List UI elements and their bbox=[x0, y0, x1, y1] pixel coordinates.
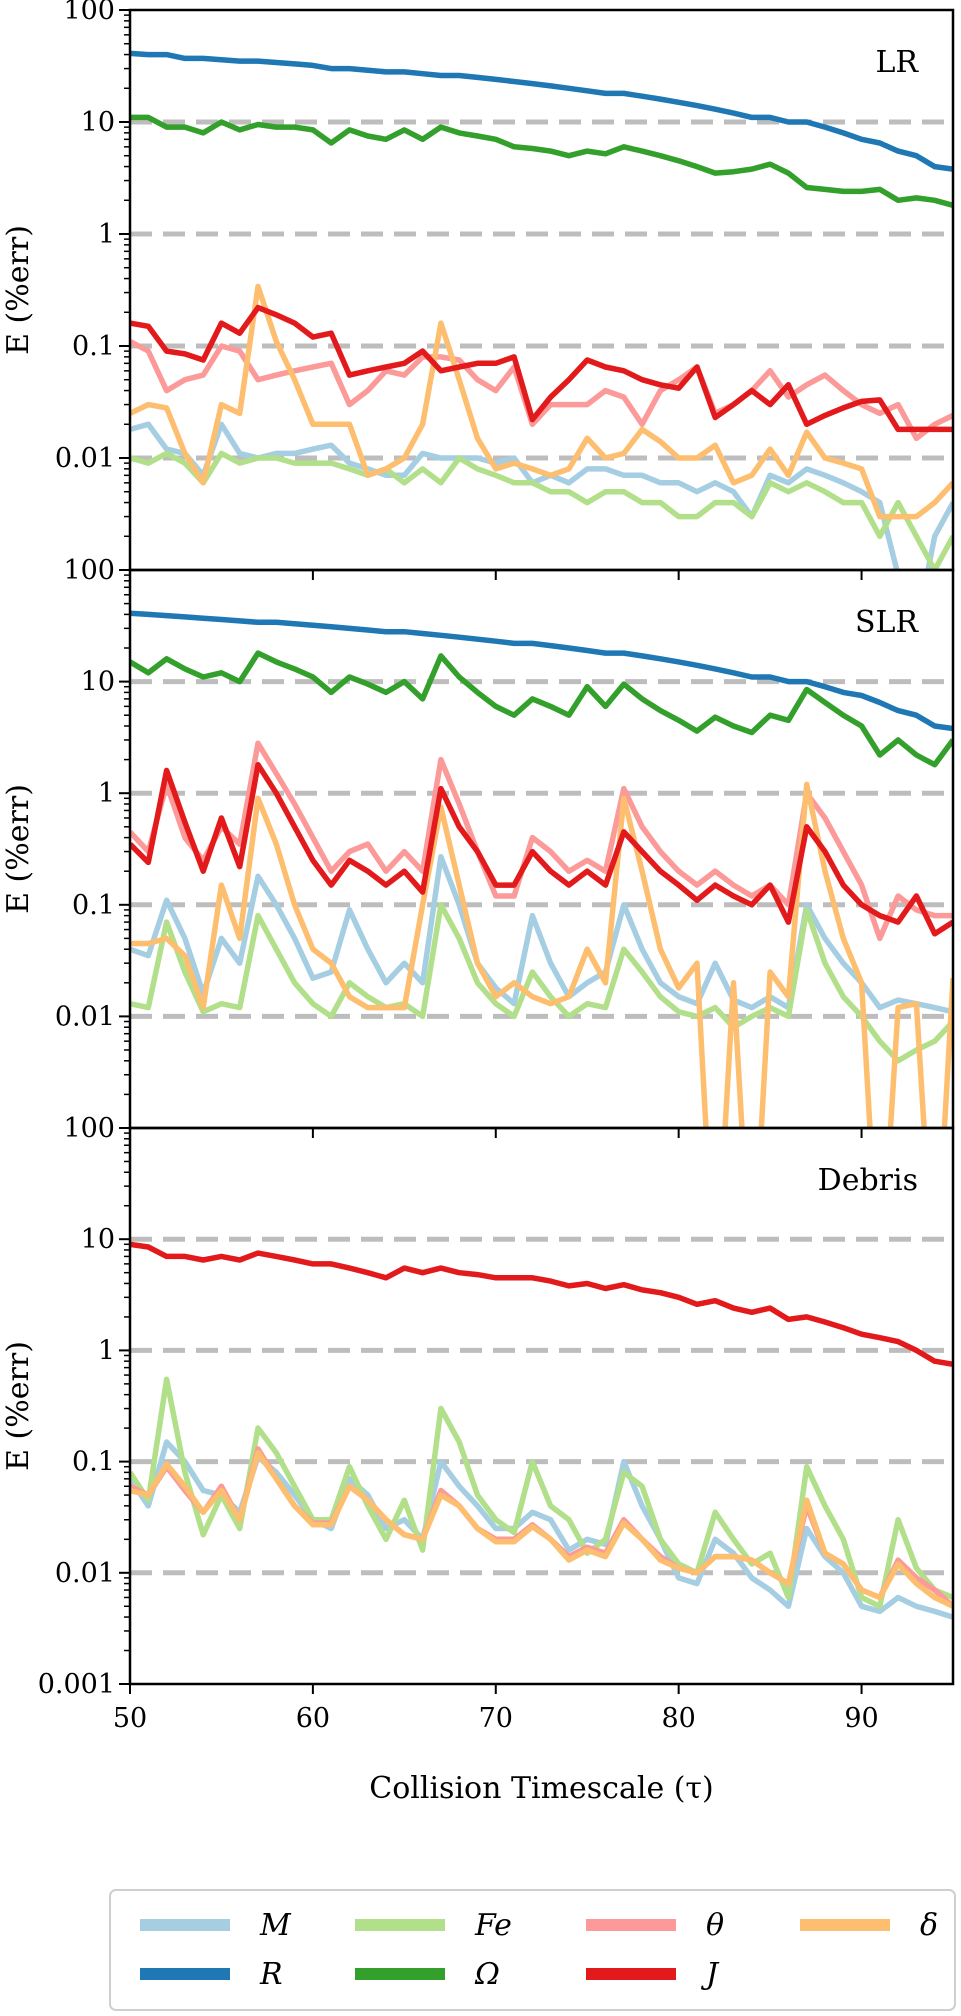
y-tick-label: 0.1 bbox=[72, 890, 115, 921]
plot-frame bbox=[128, 1126, 955, 1686]
series-line-m bbox=[130, 853, 953, 1015]
legend-box bbox=[109, 1889, 956, 2011]
series-line-j bbox=[130, 304, 953, 433]
x-tick-label: 80 bbox=[661, 1703, 695, 1734]
series-line-fe bbox=[130, 1376, 953, 1610]
panel-label: Debris bbox=[818, 1163, 918, 1198]
y-axis-label: E (%err) bbox=[1, 225, 36, 355]
y-axis-label: E (%err) bbox=[1, 1341, 36, 1471]
x-tick-label: 90 bbox=[844, 1703, 878, 1734]
y-tick-label: 0.01 bbox=[55, 443, 115, 474]
y-axis-label: E (%err) bbox=[1, 784, 36, 914]
x-tick-label: 60 bbox=[296, 1703, 330, 1734]
legend-label-fe: Fe bbox=[474, 1908, 512, 1943]
series-line-j bbox=[130, 1241, 953, 1368]
series-line-theta bbox=[130, 338, 953, 442]
panel-label: SLR bbox=[855, 605, 919, 640]
y-tick-label: 1 bbox=[98, 778, 115, 809]
series-line-r bbox=[130, 610, 953, 732]
series-line-r bbox=[130, 50, 953, 172]
series-line-delta bbox=[130, 781, 953, 1128]
series-line-theta bbox=[130, 740, 953, 942]
series-line-fe bbox=[130, 902, 953, 1064]
series-line-j bbox=[130, 761, 953, 937]
y-tick-label: 100 bbox=[63, 555, 115, 586]
series-line-omega bbox=[130, 650, 953, 768]
y-tick-label: 100 bbox=[63, 0, 115, 26]
panel-debris: 100 10 1 0.1 0.01 0.001 Debris E (%err) bbox=[1, 1113, 955, 1700]
series-line-delta bbox=[130, 283, 953, 520]
series-line-m bbox=[130, 421, 953, 570]
y-tick-label: 0.1 bbox=[72, 331, 115, 362]
legend-label-r: R bbox=[259, 1957, 283, 1992]
legend-label-omega: Ω bbox=[474, 1957, 500, 1992]
x-axis-label: Collision Timescale (τ) bbox=[369, 1771, 714, 1806]
x-tick-label: 50 bbox=[113, 1703, 147, 1734]
y-tick-label: 10 bbox=[81, 107, 115, 138]
series-line-fe bbox=[130, 450, 953, 570]
y-tick-label: 10 bbox=[81, 667, 115, 698]
x-tick-label: 70 bbox=[479, 1703, 513, 1734]
legend: M Fe θ δR Ω J bbox=[109, 1889, 956, 2011]
legend-label-theta: θ bbox=[706, 1908, 724, 1943]
legend-label-delta: δ bbox=[920, 1908, 938, 1943]
y-tick-label: 0.001 bbox=[38, 1669, 115, 1700]
series-line-omega bbox=[130, 114, 953, 209]
y-tick-label: 1 bbox=[98, 1335, 115, 1366]
panel-lr: 100 10 1 0.1 0.01 LR E (%err) bbox=[1, 0, 955, 580]
y-tick-label: 1 bbox=[98, 219, 115, 250]
y-tick-label: 0.01 bbox=[55, 1001, 115, 1032]
legend-label-m: M bbox=[259, 1908, 292, 1943]
panel-label: LR bbox=[875, 45, 919, 80]
y-tick-label: 100 bbox=[63, 1113, 115, 1144]
y-tick-label: 0.01 bbox=[55, 1558, 115, 1589]
y-tick-label: 0.1 bbox=[72, 1447, 115, 1478]
y-tick-label: 10 bbox=[81, 1224, 115, 1255]
panel-slr: 100 10 1 0.1 0.01 SLR E (%err) bbox=[1, 555, 955, 1138]
series-line-delta bbox=[130, 1450, 953, 1609]
